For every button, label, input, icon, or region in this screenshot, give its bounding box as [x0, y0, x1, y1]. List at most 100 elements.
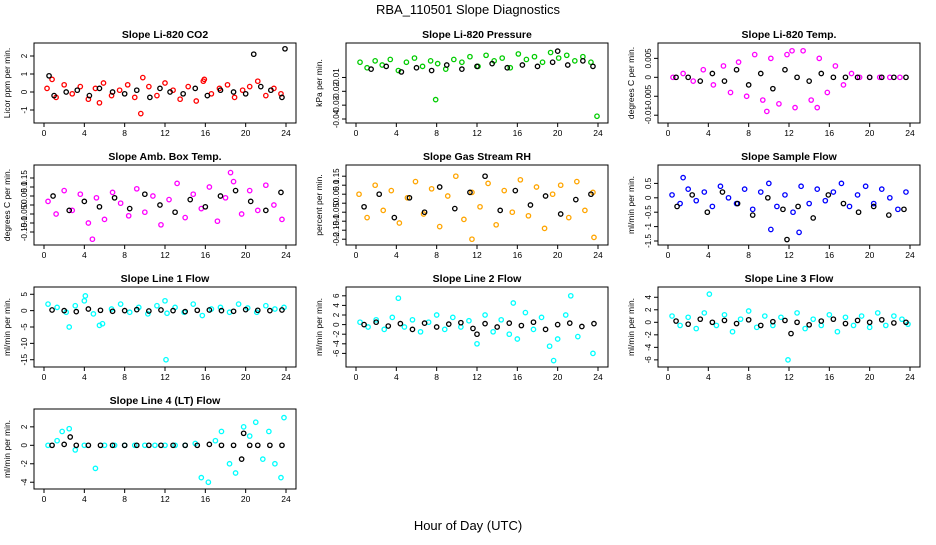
data-point	[719, 189, 726, 195]
series-reference	[368, 48, 596, 75]
data-point	[279, 94, 285, 101]
data-point	[547, 49, 554, 56]
data-point	[689, 192, 696, 198]
data-point	[794, 319, 800, 326]
panel-line2: Slope Line 2 Flow ml/min per min. 0 4 8 12 16 2…	[314, 273, 609, 382]
data-point	[380, 207, 387, 214]
data-point	[96, 85, 103, 92]
data-point	[109, 89, 116, 95]
x-tick-label: 24	[593, 250, 603, 260]
data-point	[180, 90, 186, 97]
data-point	[66, 425, 73, 432]
series-slope	[44, 74, 284, 117]
data-point	[131, 94, 138, 101]
data-point	[870, 200, 877, 207]
data-point	[794, 74, 800, 81]
figure-x-label: Hour of Day (UTC)	[414, 518, 522, 533]
data-point	[673, 318, 679, 324]
data-point	[546, 343, 553, 350]
data-point	[494, 324, 501, 330]
data-point	[217, 193, 224, 199]
data-point	[193, 98, 200, 104]
data-point	[897, 74, 903, 81]
data-point	[780, 206, 786, 213]
data-point	[533, 184, 540, 190]
data-point	[564, 62, 571, 68]
y-tick-label: 0.1	[332, 179, 341, 191]
y-axis-label: ml/min per min.	[626, 176, 636, 234]
panel-line4: Slope Line 4 (LT) Flow ml/min per min. 0 4 8…	[2, 395, 297, 504]
data-point	[49, 442, 55, 449]
data-point	[802, 325, 808, 332]
data-point	[885, 212, 892, 218]
y-tick-label: -0.05	[332, 203, 341, 222]
y-tick-label: 2	[20, 53, 29, 58]
data-point	[81, 297, 88, 304]
data-point	[810, 316, 817, 323]
data-point	[82, 293, 89, 299]
y-tick-label: -6	[332, 349, 341, 357]
data-point	[826, 311, 833, 318]
data-point	[239, 87, 246, 94]
data-point	[858, 313, 865, 319]
data-point	[697, 78, 704, 84]
data-point	[764, 194, 771, 201]
data-point	[441, 326, 448, 333]
data-point	[685, 321, 692, 328]
data-point	[784, 236, 790, 243]
data-point	[854, 74, 861, 81]
data-point	[61, 307, 68, 314]
data-point	[54, 437, 60, 444]
data-point	[126, 309, 133, 316]
data-point	[131, 442, 138, 449]
data-point	[709, 203, 716, 210]
data-point	[588, 191, 594, 198]
data-point	[154, 302, 160, 309]
data-point	[121, 442, 128, 449]
data-point	[469, 236, 475, 243]
data-point	[85, 442, 92, 449]
y-tick-label: 0	[644, 195, 653, 200]
x-tick-label: 8	[746, 250, 751, 260]
data-point	[146, 308, 152, 314]
data-point	[282, 45, 288, 52]
data-point	[231, 94, 238, 101]
data-point	[467, 189, 473, 196]
data-point	[218, 442, 225, 449]
series-reference	[46, 45, 288, 101]
data-point	[782, 66, 788, 73]
panel-title: Slope Line 4 (LT) Flow	[110, 395, 221, 407]
y-tick-label: 4	[644, 294, 653, 299]
y-tick-label: 0.05	[20, 188, 29, 204]
data-point	[383, 63, 390, 70]
data-point	[398, 69, 405, 75]
data-point	[878, 186, 885, 193]
y-tick-label: 4	[332, 303, 341, 308]
data-point	[727, 89, 734, 96]
data-point	[848, 70, 855, 77]
data-point	[806, 78, 813, 84]
y-tick-label: 0.15	[20, 170, 29, 186]
data-point	[254, 207, 261, 214]
y-tick-label: -4	[20, 478, 29, 486]
data-point	[158, 442, 164, 449]
data-point	[96, 203, 103, 210]
data-point	[770, 85, 776, 92]
series-reference	[673, 316, 909, 337]
data-point	[242, 90, 249, 97]
data-point	[166, 196, 172, 203]
data-point	[776, 100, 782, 107]
data-point	[257, 83, 264, 90]
data-point	[254, 78, 261, 85]
data-point	[778, 314, 784, 321]
data-point	[449, 314, 456, 321]
data-point	[903, 319, 909, 326]
data-point	[279, 307, 285, 313]
data-point	[701, 189, 708, 195]
data-point	[542, 326, 549, 333]
y-tick-label: -5	[20, 323, 29, 331]
x-tick-label: 4	[706, 372, 711, 382]
data-point	[504, 64, 511, 71]
y-axis-label: Licor ppm per min.	[2, 48, 12, 118]
data-point	[557, 211, 564, 217]
